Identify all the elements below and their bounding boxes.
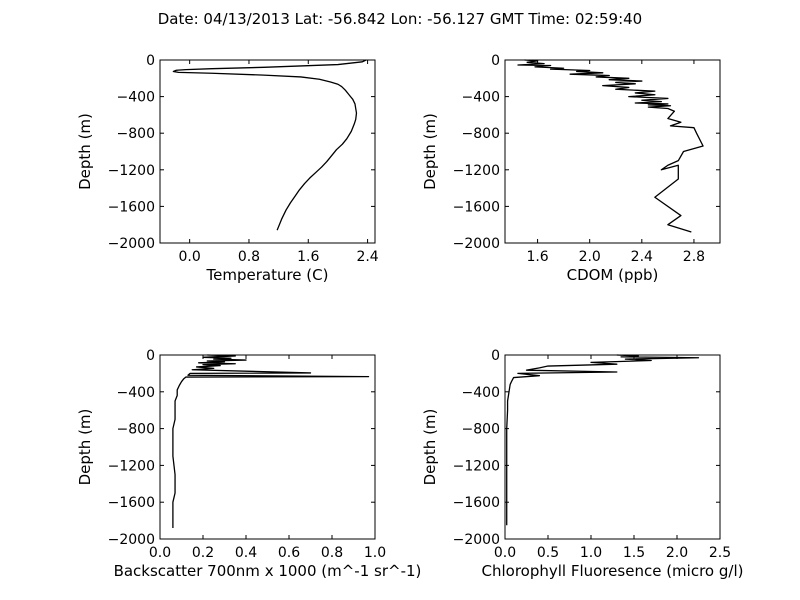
x-tick-label: 2.4 <box>631 249 653 265</box>
y-axis-label: Depth (m) <box>76 409 94 486</box>
x-tick-label: 2.0 <box>666 545 688 561</box>
x-tick-label: 0.0 <box>494 545 516 561</box>
x-tick-label: 1.0 <box>364 545 386 561</box>
subplot-4: 0.0 0.5 1.0 1.5 2.0 2.5 0 −400 −800 −1200 −1600 −20… <box>421 348 743 580</box>
y-tick-label: −2000 <box>453 532 500 548</box>
x-tick-label: 0.4 <box>235 545 257 561</box>
plot-frame <box>159 59 376 244</box>
x-tick-label: 1.6 <box>526 249 548 265</box>
series-line-1 <box>517 59 704 233</box>
y-tick-label: −2000 <box>108 532 155 548</box>
series-line-1 <box>172 354 370 528</box>
y-tick-label: −400 <box>462 385 500 401</box>
figure-title: Date: 04/13/2013 Lat: -56.842 Lon: -56.1… <box>158 10 642 28</box>
subplot-2: 1.6 2.0 2.4 2.8 0 −400 −800 −1200 −1600 −2000 CDOM… <box>421 53 721 284</box>
subplot-1: 0.0 0.8 1.6 2.4 0 −400 −800 −1200 −1600 −2000 Temp… <box>76 53 379 284</box>
x-tick-label: 0.0 <box>149 545 171 561</box>
x-tick-label: 2.0 <box>579 249 601 265</box>
x-tick-label: 0.8 <box>238 249 260 265</box>
series-line-1 <box>172 59 367 231</box>
x-tick-label: 2.5 <box>709 545 731 561</box>
y-tick-label: −800 <box>117 422 155 438</box>
y-tick-label: −1600 <box>108 199 155 215</box>
x-tick-label: 1.0 <box>580 545 602 561</box>
y-tick-label: −2000 <box>108 236 155 252</box>
y-tick-label: −1200 <box>108 163 155 179</box>
x-axis-label: CDOM (ppb) <box>567 266 659 284</box>
x-axis-label: Temperature (C) <box>206 266 329 284</box>
x-tick-label: 0.2 <box>192 545 214 561</box>
y-axis-label: Depth (m) <box>76 113 94 190</box>
x-tick-label: 0.6 <box>278 545 300 561</box>
y-tick-label: −1600 <box>453 199 500 215</box>
subplots: 0.0 0.8 1.6 2.4 0 −400 −800 −1200 −1600 −2000 Temp… <box>76 53 743 580</box>
x-tick-label: 1.6 <box>297 249 319 265</box>
y-tick-label: 0 <box>491 53 500 69</box>
x-tick-label: 0.8 <box>321 545 343 561</box>
plot-frame <box>504 354 721 540</box>
y-tick-label: 0 <box>146 53 155 69</box>
y-tick-label: −2000 <box>453 236 500 252</box>
y-tick-label: −1200 <box>453 458 500 474</box>
y-tick-label: −1600 <box>108 495 155 511</box>
y-tick-label: −800 <box>462 422 500 438</box>
x-tick-label: 2.8 <box>683 249 705 265</box>
y-tick-label: −800 <box>462 126 500 142</box>
y-tick-label: −400 <box>117 90 155 106</box>
plot-frame <box>504 59 721 244</box>
x-tick-label: 0.0 <box>179 249 201 265</box>
y-axis-label: Depth (m) <box>421 113 439 190</box>
y-axis-label: Depth (m) <box>421 409 439 486</box>
y-tick-label: −1200 <box>108 458 155 474</box>
y-tick-label: −800 <box>117 126 155 142</box>
y-tick-label: −1600 <box>453 495 500 511</box>
y-tick-label: −1200 <box>453 163 500 179</box>
x-axis-label: Chlorophyll Fluoresence (micro g/l) <box>482 562 744 580</box>
subplot-3: 0.0 0.2 0.4 0.6 0.8 1.0 0 −400 −800 −1200 −1600 −20… <box>76 348 421 580</box>
x-axis-label: Backscatter 700nm x 1000 (m^-1 sr^-1) <box>114 562 422 580</box>
x-tick-label: 1.5 <box>623 545 645 561</box>
plot-frame <box>159 354 376 540</box>
series-line-1 <box>506 354 700 526</box>
y-tick-label: 0 <box>146 348 155 364</box>
y-tick-label: −400 <box>462 90 500 106</box>
x-tick-label: 2.4 <box>356 249 378 265</box>
y-tick-label: −400 <box>117 385 155 401</box>
y-tick-label: 0 <box>491 348 500 364</box>
x-tick-label: 0.5 <box>537 545 559 561</box>
